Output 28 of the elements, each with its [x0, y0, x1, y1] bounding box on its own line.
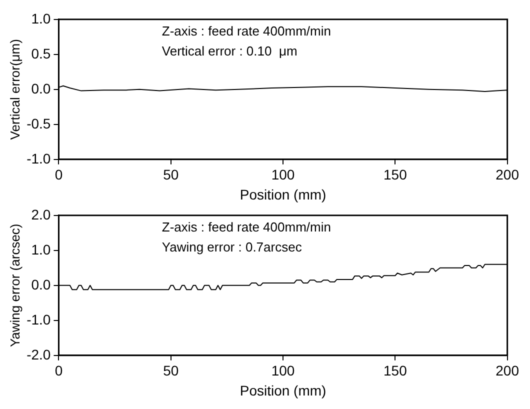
- y-tick-label: -1.0: [26, 150, 51, 166]
- x-tick-label: 150: [383, 362, 408, 379]
- annotation: Vertical error : 0.10 μm: [162, 43, 298, 58]
- y-axis-title: Vertical error(μm): [7, 39, 22, 140]
- y-tick-label: 0.0: [31, 80, 51, 96]
- y-tick-label: 2.0: [31, 206, 51, 222]
- x-axis-title: Position (mm): [240, 382, 326, 398]
- x-tick-label: 50: [163, 166, 179, 183]
- y-tick-label: 0.0: [31, 276, 51, 292]
- y-tick-label: 0.5: [31, 45, 51, 62]
- y-axis-title: Yawing error (arcsec): [7, 224, 22, 348]
- x-tick-label: 100: [271, 166, 295, 183]
- x-tick-label: 150: [383, 166, 408, 183]
- y-tick-label: 1.0: [31, 241, 51, 258]
- y-tick-label: -0.5: [26, 115, 51, 132]
- annotation: Yawing error : 0.7arcsec: [162, 239, 302, 254]
- x-tick-label: 100: [271, 362, 295, 379]
- x-tick-label: 0: [54, 166, 63, 183]
- x-tick-label: 0: [54, 362, 63, 379]
- y-tick-label: 1.0: [31, 10, 51, 26]
- y-tick-label: -1.0: [26, 311, 51, 328]
- annotation: Z-axis : feed rate 400mm/min: [162, 219, 331, 234]
- x-tick-label: 50: [163, 362, 179, 379]
- y-tick-label: -2.0: [26, 346, 51, 362]
- x-tick-label: 200: [496, 362, 520, 379]
- x-axis-title: Position (mm): [240, 186, 326, 202]
- x-tick-label: 200: [496, 166, 520, 183]
- annotation: Z-axis : feed rate 400mm/min: [162, 23, 331, 38]
